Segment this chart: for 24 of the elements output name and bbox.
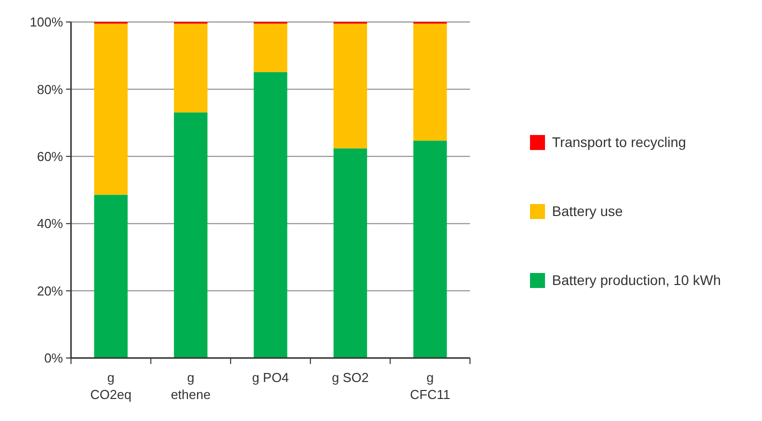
x-tick-label: g ethene <box>170 370 211 402</box>
bar <box>174 112 208 358</box>
bar <box>94 194 128 358</box>
legend-label: Battery production, 10 kWh <box>552 272 721 288</box>
bar <box>254 24 288 72</box>
bar <box>254 72 288 358</box>
y-tick-label: 60% <box>36 148 64 164</box>
x-tick-label: g PO4 <box>252 370 289 385</box>
x-tick-label: g SO2 <box>332 370 369 385</box>
x-tick-label: g CO2eq <box>90 370 132 402</box>
x-tick-label: g CFC11 <box>410 370 450 402</box>
bar <box>94 24 128 195</box>
y-tick-label: 80% <box>36 82 64 97</box>
bar <box>413 140 447 358</box>
y-tick-label: 40% <box>36 216 64 232</box>
y-tick-label: 0% <box>44 350 64 366</box>
legend-label: Transport to recycling <box>552 134 686 150</box>
bar <box>334 24 368 148</box>
y-tick-label: 20% <box>36 283 64 298</box>
bar <box>174 24 208 112</box>
y-tick-label: 100% <box>30 14 64 30</box>
bar <box>334 148 368 358</box>
legend-label: Battery use <box>552 202 624 219</box>
bar <box>413 24 447 141</box>
